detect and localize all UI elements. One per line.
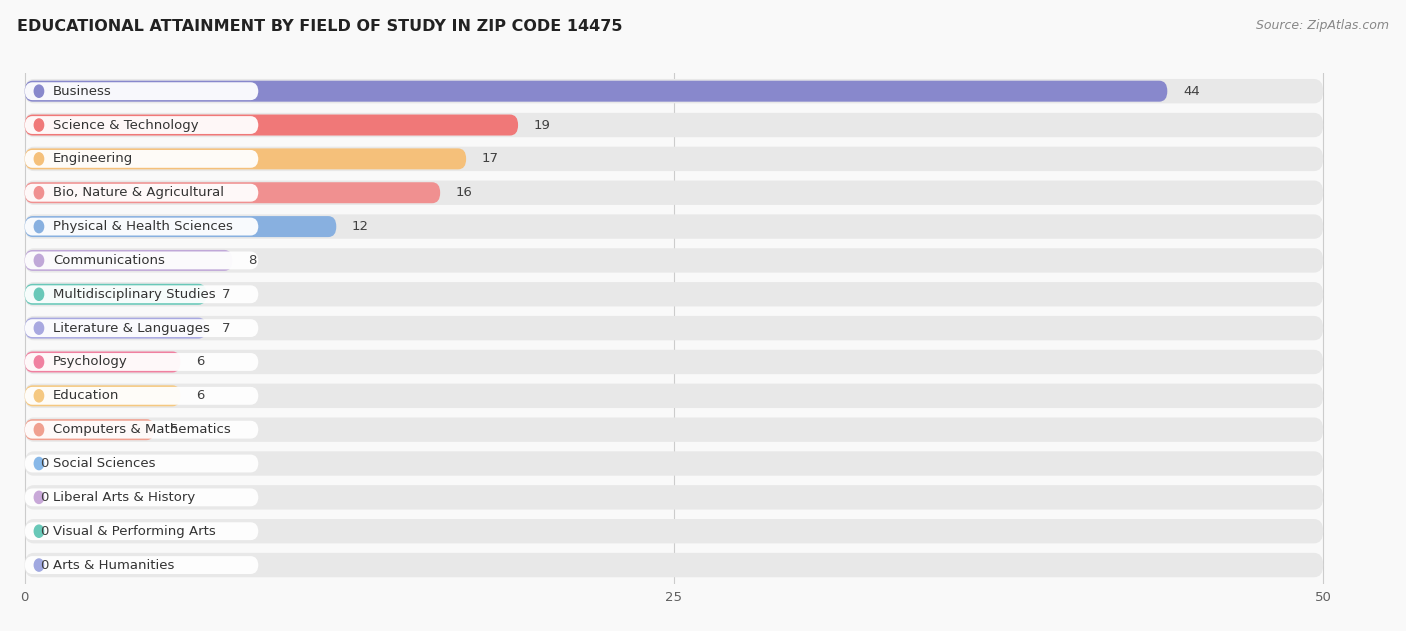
Text: 17: 17 bbox=[482, 152, 499, 165]
Text: Physical & Health Sciences: Physical & Health Sciences bbox=[53, 220, 233, 233]
FancyBboxPatch shape bbox=[25, 553, 1323, 577]
FancyBboxPatch shape bbox=[25, 182, 440, 203]
Text: 0: 0 bbox=[41, 525, 49, 538]
Text: 8: 8 bbox=[247, 254, 256, 267]
FancyBboxPatch shape bbox=[25, 556, 259, 574]
Text: Computers & Mathematics: Computers & Mathematics bbox=[53, 423, 231, 436]
Text: Arts & Humanities: Arts & Humanities bbox=[53, 558, 174, 572]
FancyBboxPatch shape bbox=[25, 282, 1323, 307]
FancyBboxPatch shape bbox=[25, 184, 259, 202]
Circle shape bbox=[34, 457, 44, 469]
FancyBboxPatch shape bbox=[25, 319, 259, 337]
Text: Business: Business bbox=[53, 85, 112, 98]
Circle shape bbox=[34, 559, 44, 571]
Text: 5: 5 bbox=[170, 423, 179, 436]
Circle shape bbox=[34, 153, 44, 165]
Text: 0: 0 bbox=[41, 457, 49, 470]
Text: Science & Technology: Science & Technology bbox=[53, 119, 198, 131]
Text: Social Sciences: Social Sciences bbox=[53, 457, 156, 470]
FancyBboxPatch shape bbox=[25, 418, 1323, 442]
Text: 12: 12 bbox=[352, 220, 368, 233]
FancyBboxPatch shape bbox=[25, 522, 259, 540]
FancyBboxPatch shape bbox=[25, 387, 259, 404]
Text: 7: 7 bbox=[222, 322, 231, 334]
Text: Literature & Languages: Literature & Languages bbox=[53, 322, 209, 334]
FancyBboxPatch shape bbox=[25, 519, 1323, 543]
FancyBboxPatch shape bbox=[25, 284, 207, 305]
Text: Communications: Communications bbox=[53, 254, 165, 267]
Circle shape bbox=[34, 322, 44, 334]
Text: Source: ZipAtlas.com: Source: ZipAtlas.com bbox=[1256, 19, 1389, 32]
FancyBboxPatch shape bbox=[25, 451, 1323, 476]
FancyBboxPatch shape bbox=[25, 216, 336, 237]
FancyBboxPatch shape bbox=[25, 285, 259, 303]
Text: Bio, Nature & Agricultural: Bio, Nature & Agricultural bbox=[53, 186, 224, 199]
Circle shape bbox=[34, 525, 44, 538]
FancyBboxPatch shape bbox=[25, 421, 259, 439]
Text: 6: 6 bbox=[195, 355, 204, 369]
FancyBboxPatch shape bbox=[25, 79, 1323, 103]
FancyBboxPatch shape bbox=[25, 116, 259, 134]
Circle shape bbox=[34, 254, 44, 266]
FancyBboxPatch shape bbox=[25, 115, 517, 136]
FancyBboxPatch shape bbox=[25, 81, 1167, 102]
FancyBboxPatch shape bbox=[25, 454, 259, 473]
Text: Multidisciplinary Studies: Multidisciplinary Studies bbox=[53, 288, 217, 301]
FancyBboxPatch shape bbox=[25, 150, 259, 168]
FancyBboxPatch shape bbox=[25, 317, 207, 339]
FancyBboxPatch shape bbox=[25, 146, 1323, 171]
Text: 19: 19 bbox=[534, 119, 551, 131]
Text: Psychology: Psychology bbox=[53, 355, 128, 369]
Text: Liberal Arts & History: Liberal Arts & History bbox=[53, 491, 195, 504]
FancyBboxPatch shape bbox=[25, 316, 1323, 340]
FancyBboxPatch shape bbox=[25, 386, 180, 406]
Text: 6: 6 bbox=[195, 389, 204, 403]
Text: Education: Education bbox=[53, 389, 120, 403]
FancyBboxPatch shape bbox=[25, 488, 259, 506]
Text: Visual & Performing Arts: Visual & Performing Arts bbox=[53, 525, 217, 538]
Circle shape bbox=[34, 187, 44, 199]
FancyBboxPatch shape bbox=[25, 218, 259, 235]
Circle shape bbox=[34, 423, 44, 436]
FancyBboxPatch shape bbox=[25, 148, 467, 169]
FancyBboxPatch shape bbox=[25, 252, 259, 269]
FancyBboxPatch shape bbox=[25, 384, 1323, 408]
FancyBboxPatch shape bbox=[25, 350, 1323, 374]
FancyBboxPatch shape bbox=[25, 353, 259, 371]
FancyBboxPatch shape bbox=[25, 113, 1323, 137]
FancyBboxPatch shape bbox=[25, 250, 232, 271]
FancyBboxPatch shape bbox=[25, 180, 1323, 205]
Text: Engineering: Engineering bbox=[53, 152, 134, 165]
Text: 7: 7 bbox=[222, 288, 231, 301]
Circle shape bbox=[34, 85, 44, 97]
Text: 16: 16 bbox=[456, 186, 472, 199]
FancyBboxPatch shape bbox=[25, 82, 259, 100]
Circle shape bbox=[34, 390, 44, 402]
FancyBboxPatch shape bbox=[25, 419, 155, 440]
FancyBboxPatch shape bbox=[25, 485, 1323, 510]
Text: 44: 44 bbox=[1182, 85, 1199, 98]
FancyBboxPatch shape bbox=[25, 215, 1323, 239]
FancyBboxPatch shape bbox=[25, 351, 180, 372]
Circle shape bbox=[34, 119, 44, 131]
FancyBboxPatch shape bbox=[25, 248, 1323, 273]
Circle shape bbox=[34, 356, 44, 368]
Text: 0: 0 bbox=[41, 491, 49, 504]
Text: EDUCATIONAL ATTAINMENT BY FIELD OF STUDY IN ZIP CODE 14475: EDUCATIONAL ATTAINMENT BY FIELD OF STUDY… bbox=[17, 19, 623, 34]
Text: 0: 0 bbox=[41, 558, 49, 572]
Circle shape bbox=[34, 220, 44, 233]
Circle shape bbox=[34, 288, 44, 300]
Circle shape bbox=[34, 492, 44, 504]
